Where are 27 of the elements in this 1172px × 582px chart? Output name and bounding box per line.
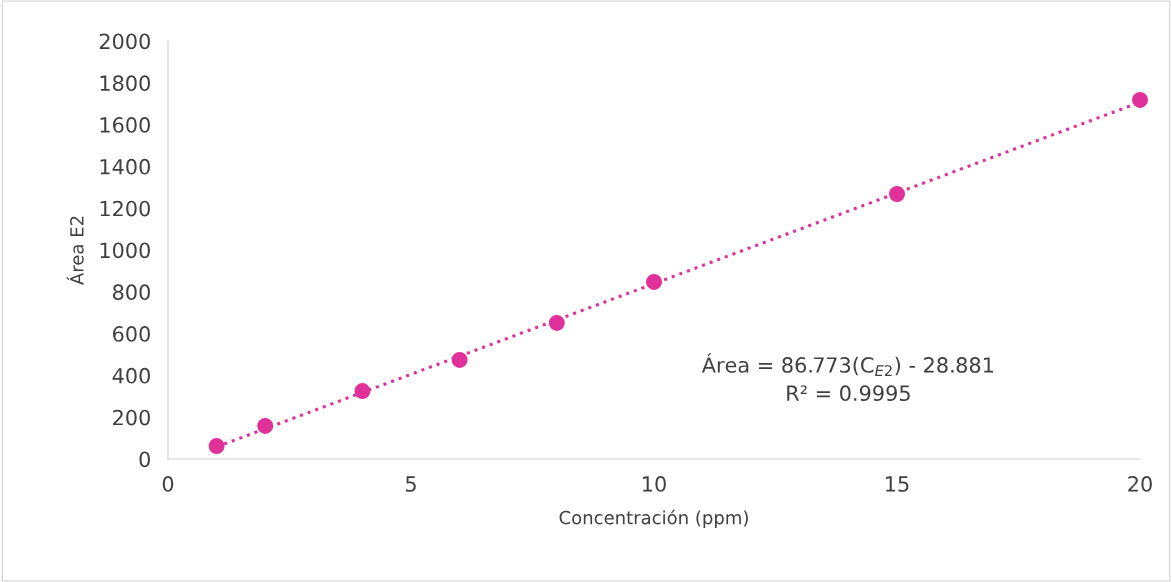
point [889,186,905,202]
y-tick-label: 1000 [100,242,150,259]
y-tick-label: 400 [112,367,150,384]
x-axis-title: Concentración (ppm) [559,509,748,528]
y-tick-label: 800 [112,284,150,301]
y-tick-label: 1800 [100,75,150,92]
x-tick-label: 10 [643,476,666,492]
annotation: Área = 86.773(C$_{E2}$) - 28.881 R² = 0.9995 [701,353,993,402]
y-axis-title: Área E2 [66,216,84,285]
point [354,383,371,400]
x-tick-label: 20 [1128,476,1152,492]
y-tick-label: 1600 [100,117,150,133]
x-tick-label: 5 [405,476,416,492]
point [1132,91,1148,108]
point [646,273,662,290]
y-tick-label: 600 [113,326,150,342]
x-tick-label: 0 [162,476,174,492]
point [208,438,225,455]
y-tick-label: 1400 [100,158,150,175]
y-tick-label: 1200 [100,200,150,217]
point [451,351,468,368]
x-tick-label: 15 [886,476,909,492]
point [548,314,565,331]
y-tick-label: 200 [113,409,150,426]
point [257,417,274,434]
y-tick-label: 2000 [99,33,150,50]
y-tick-label: 0 [139,451,150,468]
